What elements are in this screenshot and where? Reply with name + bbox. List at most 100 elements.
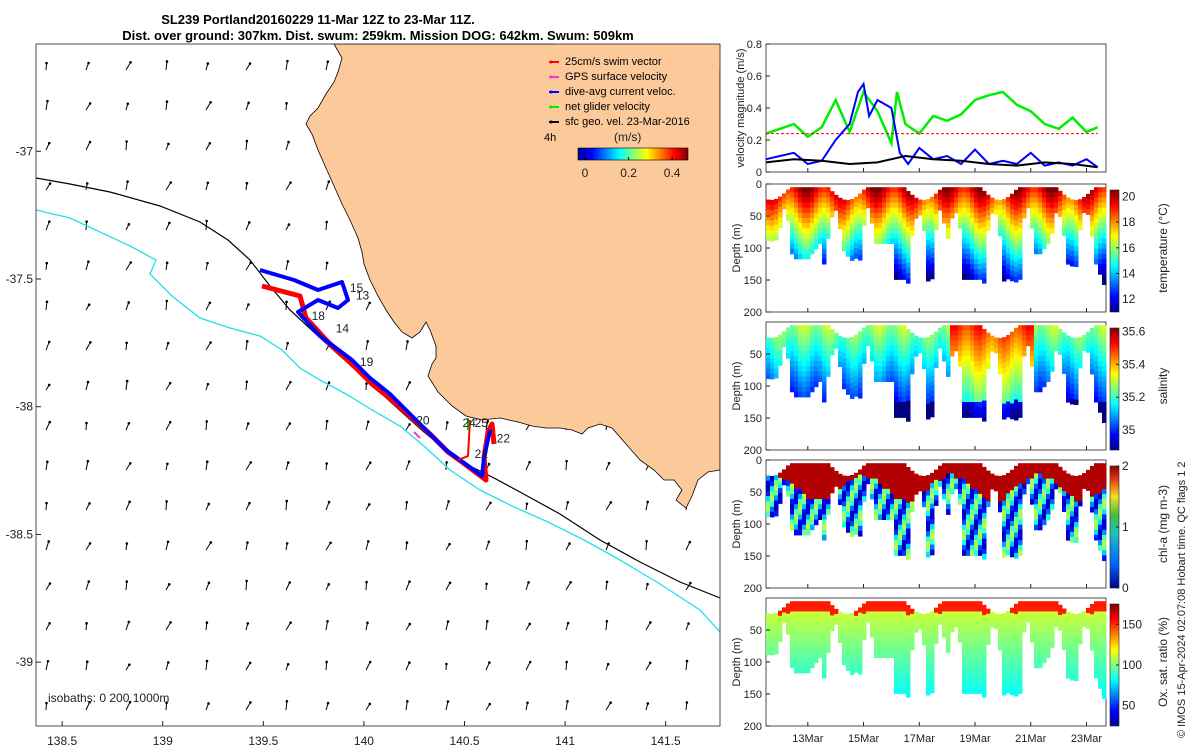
current-arrowhead: [448, 581, 452, 585]
heatmap-cell: [870, 488, 875, 495]
heatmap-cell: [1074, 363, 1079, 370]
heatmap-cell: [1074, 537, 1079, 544]
heatmap-cell: [874, 330, 879, 336]
heatmap-cell: [998, 481, 1003, 487]
heatmap-cell: [950, 350, 955, 357]
heatmap-cell: [1078, 628, 1083, 635]
heatmap-cell: [982, 466, 987, 473]
heatmap-cell: [1098, 350, 1103, 357]
heatmap-cell: [1018, 672, 1023, 679]
heatmap-cell: [818, 468, 823, 474]
heatmap-cell: [962, 345, 967, 352]
heatmap-cell: [1062, 613, 1067, 620]
heatmap-cell: [870, 212, 875, 219]
heatmap-cell: [770, 368, 775, 375]
heatmap-cell: [930, 508, 935, 515]
heatmap-cell: [1070, 649, 1075, 655]
heatmap-cell: [870, 355, 875, 362]
heatmap-cell: [842, 475, 847, 482]
heatmap-cell: [774, 367, 779, 374]
heatmap-cell: [998, 225, 1003, 232]
heatmap-cell: [1098, 207, 1103, 214]
heatmap-cell: [898, 667, 903, 674]
heatmap-cell: [798, 325, 803, 331]
current-arrowhead: [366, 540, 370, 543]
heatmap-cell: [774, 618, 779, 624]
heatmap-cell: [966, 468, 971, 474]
heatmap-cell: [1086, 607, 1091, 614]
heatmap-cell: [1094, 228, 1099, 234]
heatmap-cell: [1046, 478, 1051, 485]
heatmap-cell: [810, 207, 815, 214]
heatmap-cell: [766, 618, 771, 625]
heatmap-cell: [1038, 519, 1043, 526]
current-arrowhead: [248, 661, 252, 665]
current-arrow: [165, 300, 168, 311]
heatmap-cell: [1086, 209, 1091, 215]
heatmap-cell: [926, 362, 931, 369]
heatmap-cell: [1034, 473, 1039, 480]
heatmap-cell: [970, 402, 975, 408]
heatmap-cell: [930, 488, 935, 494]
heatmap-cell: [978, 601, 983, 607]
heatmap-cell: [1046, 197, 1051, 204]
land-mass: [305, 44, 720, 509]
current-arrowhead: [325, 220, 328, 224]
heatmap-cell: [970, 366, 975, 372]
heatmap-cell: [1018, 519, 1023, 526]
heatmap-cell: [1010, 648, 1015, 655]
heatmap-cell: [962, 366, 967, 372]
heatmap-cell: [950, 187, 955, 193]
heatmap-cell: [958, 611, 963, 618]
heatmap-cell: [898, 355, 903, 362]
heatmap-cell: [906, 359, 911, 366]
heatmap-cell: [906, 666, 911, 673]
heatmap-cell: [962, 386, 967, 393]
heatmap-cell: [1042, 381, 1047, 388]
heatmap-cell: [806, 207, 811, 214]
heatmap-cell: [970, 657, 975, 664]
heatmap-cell: [906, 615, 911, 621]
heatmap-cell: [922, 343, 927, 349]
heatmap-cell: [902, 473, 907, 480]
heatmap-cell: [1090, 644, 1095, 651]
heatmap-cell: [1002, 679, 1007, 686]
heatmap-cell: [1042, 212, 1047, 219]
heatmap-cell: [1002, 674, 1007, 681]
heatmap-cell: [926, 510, 931, 517]
heatmap-cell: [862, 608, 867, 615]
heatmap-cell: [930, 493, 935, 499]
heatmap-cell: [942, 616, 947, 623]
heatmap-cell: [878, 335, 883, 342]
heatmap-cell: [790, 642, 795, 648]
heatmap-cell: [786, 475, 791, 482]
heatmap-cell: [806, 391, 811, 398]
heatmap-cell: [954, 601, 959, 607]
heatmap-cell: [870, 611, 875, 618]
heatmap-cell: [958, 192, 963, 198]
heatmap-cell: [978, 529, 983, 536]
heatmap-cell: [822, 504, 827, 510]
heatmap-cell: [962, 652, 967, 659]
heatmap-cell: [1098, 223, 1103, 229]
heatmap-cell: [786, 603, 791, 610]
heatmap-cell: [850, 347, 855, 353]
heatmap-cell: [842, 485, 847, 492]
current-arrowhead: [165, 60, 169, 63]
heatmap-cell: [842, 623, 847, 630]
heatmap-cell: [838, 351, 843, 357]
heatmap-cell: [1022, 335, 1027, 342]
heatmap-cell: [1002, 383, 1007, 389]
heatmap-cell: [982, 681, 987, 688]
heatmap-cell: [926, 684, 931, 691]
current-arrowhead: [205, 460, 209, 464]
heatmap-cell: [826, 606, 831, 612]
heatmap-cell: [1098, 248, 1103, 255]
heatmap-cell: [938, 481, 943, 487]
heatmap-cell: [930, 227, 935, 234]
heatmap-cell: [1034, 350, 1039, 357]
current-arrow: [325, 421, 328, 431]
current-arrowhead: [245, 181, 249, 185]
heatmap-cell: [974, 652, 979, 659]
heatmap-cell: [1098, 683, 1103, 689]
